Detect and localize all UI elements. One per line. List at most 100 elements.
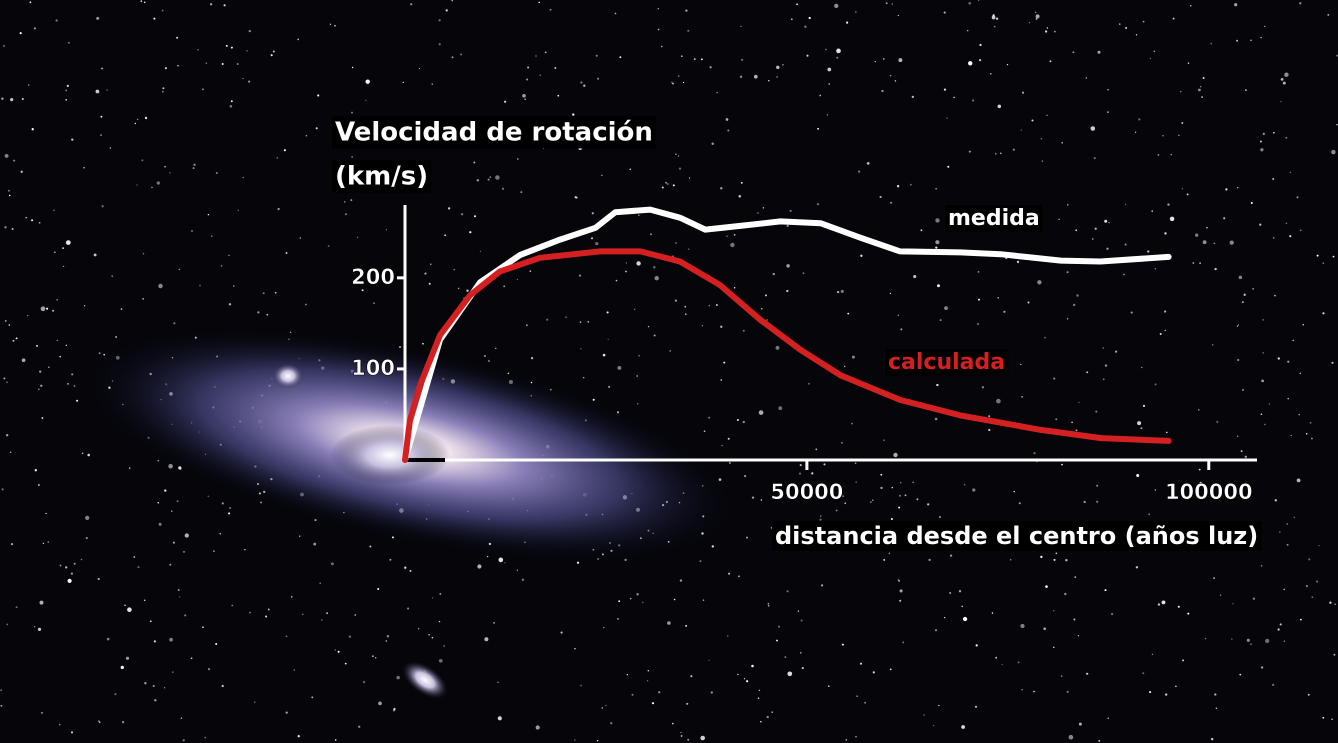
- star: [1037, 280, 1042, 285]
- star: [843, 365, 846, 368]
- star: [786, 590, 789, 593]
- star: [650, 233, 652, 236]
- star: [223, 4, 226, 7]
- star: [1329, 601, 1332, 604]
- star: [742, 420, 745, 424]
- star: [1332, 255, 1335, 258]
- star: [156, 181, 160, 185]
- star: [516, 569, 518, 571]
- star: [617, 365, 622, 370]
- star: [265, 615, 268, 618]
- star: [522, 94, 526, 98]
- star: [900, 328, 903, 331]
- star: [1274, 499, 1277, 502]
- star: [1308, 558, 1311, 561]
- star: [365, 79, 370, 84]
- star: [158, 522, 162, 526]
- star: [1018, 502, 1021, 505]
- star: [846, 21, 849, 24]
- star: [1279, 531, 1281, 533]
- star: [1078, 401, 1080, 404]
- star: [321, 619, 323, 621]
- star: [1202, 240, 1207, 245]
- star: [836, 290, 840, 294]
- star: [193, 163, 196, 166]
- star: [1154, 383, 1157, 386]
- star: [369, 545, 372, 548]
- star: [1142, 20, 1145, 23]
- star: [736, 418, 739, 422]
- star: [1140, 427, 1143, 430]
- star: [1282, 81, 1286, 85]
- star: [990, 73, 992, 75]
- star: [221, 63, 224, 65]
- star: [1331, 718, 1333, 721]
- star: [1078, 722, 1082, 726]
- star: [171, 510, 173, 512]
- star: [972, 488, 976, 492]
- star: [1198, 88, 1201, 92]
- star: [726, 235, 728, 238]
- star: [134, 122, 136, 125]
- star: [595, 54, 598, 57]
- star: [565, 316, 567, 319]
- star: [760, 499, 763, 501]
- star: [1115, 350, 1118, 353]
- star: [524, 98, 526, 100]
- star: [733, 286, 736, 289]
- star: [1216, 420, 1219, 423]
- star: [682, 81, 685, 84]
- star: [6, 623, 9, 626]
- star: [1142, 672, 1145, 675]
- star: [276, 157, 279, 159]
- star: [819, 94, 822, 97]
- series-line: [402, 248, 1172, 463]
- star: [1151, 210, 1153, 212]
- star: [859, 662, 863, 665]
- star: [501, 187, 505, 190]
- star: [31, 219, 34, 222]
- series-label-bg: [945, 205, 1043, 232]
- star: [1021, 91, 1025, 94]
- star: [354, 614, 356, 616]
- star: [679, 579, 683, 582]
- star: [979, 43, 982, 47]
- star: [311, 696, 314, 699]
- star: [211, 235, 213, 237]
- star: [67, 41, 70, 44]
- star: [885, 2, 888, 5]
- star: [409, 569, 412, 572]
- star: [709, 66, 712, 69]
- star: [180, 717, 183, 719]
- star: [944, 616, 946, 619]
- star: [38, 221, 41, 224]
- star: [182, 739, 185, 742]
- star: [33, 626, 36, 628]
- star: [1236, 39, 1239, 42]
- star: [10, 543, 14, 546]
- y-axis-title: (km/s): [335, 162, 428, 192]
- star: [1138, 118, 1141, 121]
- star: [1041, 160, 1044, 162]
- star: [746, 680, 749, 683]
- star: [1211, 344, 1214, 346]
- star: [672, 82, 674, 85]
- star: [1055, 552, 1058, 555]
- star: [97, 577, 100, 581]
- star: [438, 43, 441, 46]
- star: [1017, 661, 1020, 664]
- star: [15, 337, 18, 340]
- star: [1006, 63, 1009, 66]
- star: [772, 272, 775, 276]
- star: [1318, 544, 1320, 547]
- star: [572, 113, 575, 116]
- star: [778, 406, 783, 411]
- star: [619, 56, 622, 59]
- star: [6, 381, 8, 383]
- star: [1098, 739, 1101, 742]
- star: [891, 3, 893, 5]
- star: [40, 384, 43, 387]
- star: [1167, 203, 1170, 206]
- star: [372, 655, 374, 657]
- star: [1299, 372, 1301, 374]
